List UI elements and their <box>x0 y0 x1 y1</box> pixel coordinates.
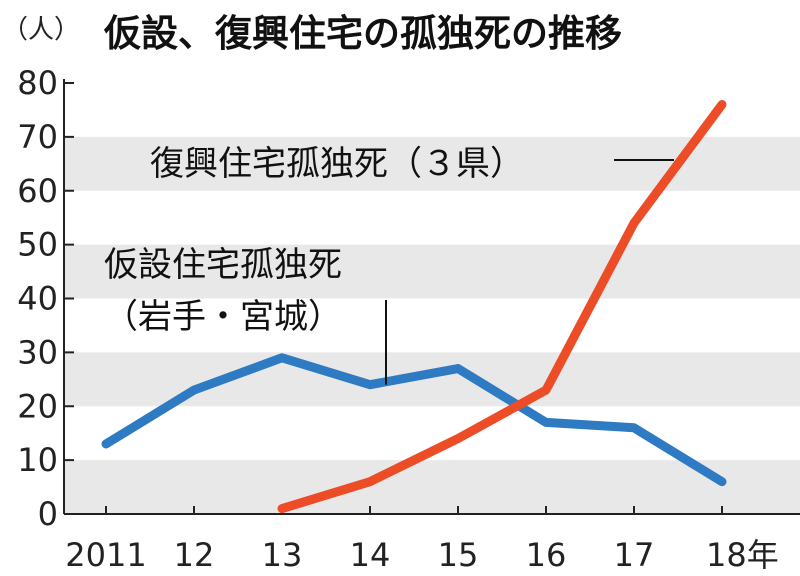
data-point <box>369 383 371 386</box>
y-tick-label: 50 <box>17 226 58 264</box>
series-label-temporary-housing-line2: （岩手・宮城） <box>104 297 342 337</box>
y-axis-unit: （人） <box>2 15 80 45</box>
y-tick-label: 70 <box>17 118 58 156</box>
x-tick-label: 2011 <box>65 536 146 574</box>
grid-band <box>64 244 800 299</box>
x-tick-label: 12 <box>174 536 215 574</box>
data-point <box>105 442 107 445</box>
series-lines <box>101 100 727 514</box>
data-point <box>721 103 723 106</box>
x-tick-label: 18年 <box>706 536 779 574</box>
x-tick-label: 13 <box>262 536 303 574</box>
x-tick-label: 17 <box>614 536 655 574</box>
y-tick-label: 40 <box>17 280 58 318</box>
y-tick-label: 20 <box>17 387 58 425</box>
data-point <box>545 389 547 392</box>
series-label-temporary-housing-line1: 仮設住宅孤独死 <box>104 245 342 285</box>
data-point <box>457 437 459 440</box>
x-tick-label: 15 <box>438 536 479 574</box>
x-tick-label: 14 <box>350 536 391 574</box>
x-tick-label: 16 <box>526 536 567 574</box>
y-tick-label: 80 <box>17 64 58 102</box>
data-point <box>281 356 283 359</box>
y-tick-label: 60 <box>17 172 58 210</box>
grid-bands <box>64 136 800 514</box>
series-line-reconstruction-housing <box>277 100 727 514</box>
x-axis-ticks: 2011 12 13 14 15 16 17 18年 <box>65 506 779 574</box>
data-point <box>545 421 547 424</box>
data-point <box>633 222 635 225</box>
data-point <box>633 426 635 429</box>
y-axis-ticks: 0 10 20 30 40 50 60 70 80 <box>17 64 74 533</box>
label-leader-lines <box>385 159 674 385</box>
data-point <box>281 507 283 510</box>
y-tick-label: 10 <box>17 441 58 479</box>
y-tick-label: 0 <box>38 495 58 533</box>
data-point <box>369 480 371 483</box>
y-tick-label: 30 <box>17 333 58 371</box>
series-line-temporary-housing <box>101 353 727 487</box>
grid-band <box>64 460 800 514</box>
data-point <box>457 367 459 370</box>
series-label-reconstruction-housing: 復興住宅孤独死（３県） <box>150 144 524 184</box>
data-point <box>721 480 723 483</box>
chart-title: 仮設、復興住宅の孤独死の推移 <box>103 12 622 55</box>
data-point <box>193 389 195 392</box>
